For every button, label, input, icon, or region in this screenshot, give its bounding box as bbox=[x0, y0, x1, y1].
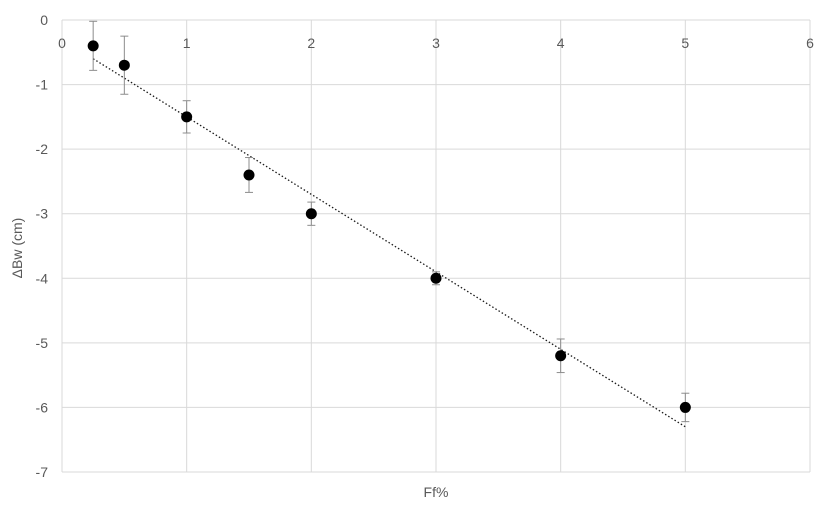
data-point bbox=[118, 59, 130, 71]
data-point bbox=[555, 350, 567, 362]
x-tick-labels: 0 1 2 3 4 5 6 bbox=[58, 35, 814, 51]
y-tick-label: 0 bbox=[40, 12, 48, 28]
data-point bbox=[181, 111, 193, 123]
x-tick-label: 6 bbox=[806, 35, 814, 51]
x-tick-label: 0 bbox=[58, 35, 66, 51]
grid bbox=[61, 19, 811, 473]
data-point bbox=[430, 272, 442, 284]
x-tick-label: 2 bbox=[307, 35, 315, 51]
x-tick-label: 5 bbox=[681, 35, 689, 51]
y-tick-label: -2 bbox=[36, 141, 49, 157]
y-tick-label: -6 bbox=[36, 399, 49, 415]
y-tick-label: -1 bbox=[36, 77, 49, 93]
y-tick-label: -5 bbox=[36, 335, 49, 351]
data-point bbox=[679, 401, 691, 413]
x-tick-label: 1 bbox=[183, 35, 191, 51]
y-tick-label: -3 bbox=[36, 206, 49, 222]
y-axis-title: ΔBw (cm) bbox=[9, 218, 25, 279]
y-tick-label: -7 bbox=[36, 464, 49, 480]
data-points bbox=[87, 40, 691, 413]
data-point bbox=[87, 40, 99, 52]
x-tick-label: 3 bbox=[432, 35, 440, 51]
error-bars bbox=[89, 20, 690, 423]
x-tick-label: 4 bbox=[557, 35, 565, 51]
x-axis-title: Ff% bbox=[424, 484, 449, 500]
linear-trendline bbox=[92, 58, 686, 428]
trendline-group bbox=[92, 58, 686, 428]
y-tick-label: -4 bbox=[36, 270, 49, 286]
data-point bbox=[305, 208, 317, 220]
data-point bbox=[243, 169, 255, 181]
y-tick-labels: 0 -1 -2 -3 -4 -5 -6 -7 bbox=[36, 12, 49, 480]
